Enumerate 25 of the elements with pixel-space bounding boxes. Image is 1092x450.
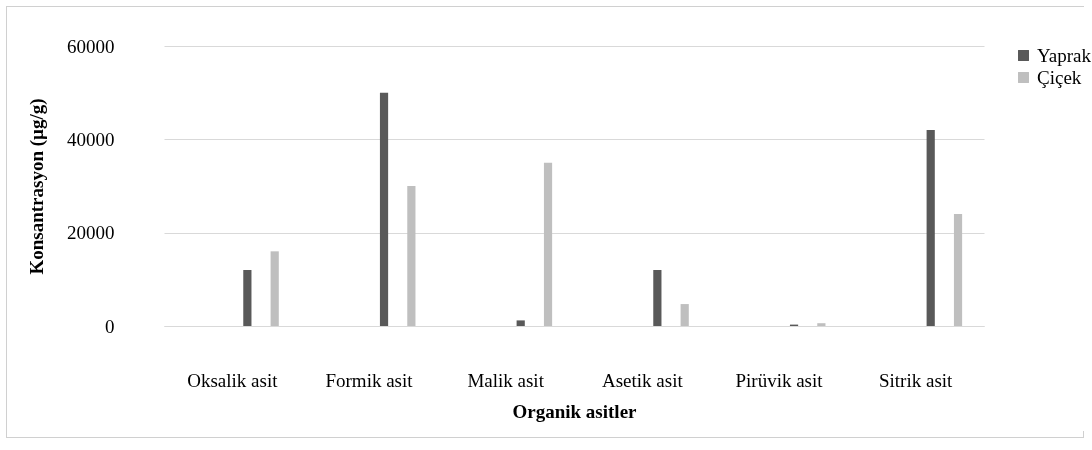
- bar: [516, 320, 525, 326]
- x-tick-label: Formik asit: [325, 369, 414, 391]
- y-tick-label: 0: [105, 315, 115, 337]
- bar: [407, 186, 416, 326]
- legend-label: Çiçek: [1037, 66, 1082, 88]
- bar: [243, 270, 252, 326]
- y-tick-label: 20000: [67, 222, 115, 244]
- bar: [379, 92, 389, 326]
- x-tick-label: Malik asit: [467, 369, 545, 391]
- x-tick-label: Oksalik asit: [187, 369, 279, 391]
- bar: [270, 251, 279, 326]
- x-tick-label: Pirüvik asit: [735, 369, 824, 391]
- y-axis-title: Konsantrasyon (µg/g): [26, 98, 48, 275]
- legend-label: Yaprak: [1037, 44, 1092, 66]
- bar: [543, 162, 553, 326]
- bar: [953, 214, 963, 326]
- bar: [817, 323, 826, 326]
- x-tick-label: Sitrik asit: [878, 369, 954, 391]
- bar: [680, 304, 689, 326]
- x-axis-title: Organik asitler: [512, 400, 638, 422]
- x-tick-label: Asetik asit: [601, 369, 684, 391]
- y-tick-label: 60000: [67, 35, 115, 57]
- bar: [926, 130, 935, 326]
- bar: [653, 270, 662, 326]
- y-tick-label: 40000: [67, 128, 115, 150]
